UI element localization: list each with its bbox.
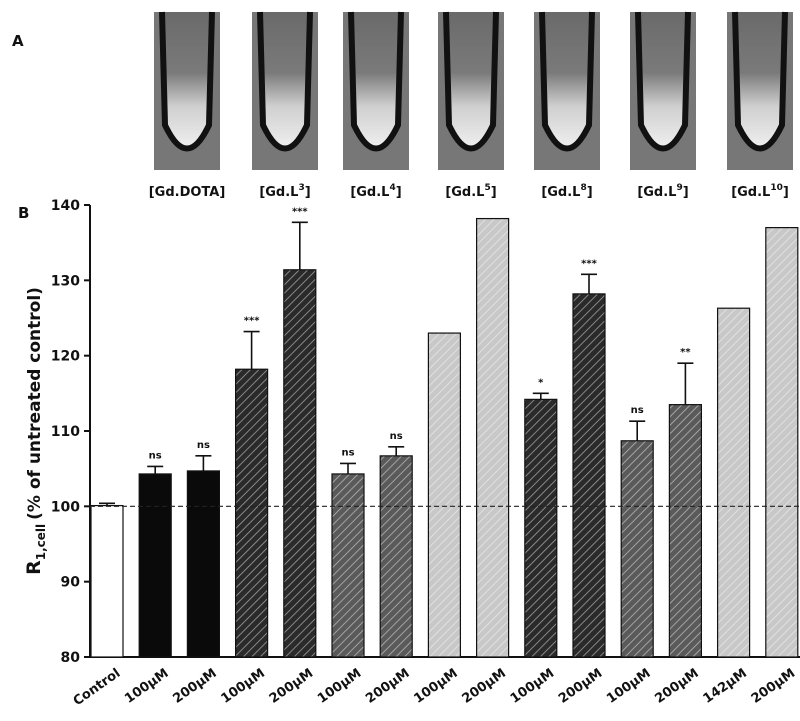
label-main: R [23, 560, 45, 575]
label-prefix: [Gd.L [350, 185, 389, 200]
significance-label: ns [631, 405, 644, 416]
error-bar [533, 393, 549, 399]
error-bar [292, 222, 308, 269]
bar [332, 474, 364, 657]
panel-letter: A [12, 32, 24, 50]
significance-label: *** [581, 258, 597, 269]
label-suffix: ] [396, 185, 402, 200]
x-tick-label: 100µM [219, 666, 268, 707]
x-tick-label: 200µM [652, 666, 701, 707]
bar [766, 228, 798, 657]
tube-label: [Gd.L8] [541, 183, 592, 200]
x-tick-label: 200µM [363, 666, 412, 707]
y-tick-label: 110 [51, 424, 80, 440]
label-prefix: [Gd.DOTA] [149, 185, 226, 200]
bar [477, 219, 509, 657]
x-tick-label: 200µM [460, 666, 509, 707]
error-bar [581, 274, 597, 294]
tube-inner [353, 12, 399, 147]
bar [718, 308, 750, 657]
x-tick-label: 200µM [556, 666, 605, 707]
significance-label: *** [244, 316, 260, 327]
label-prefix: [Gd.L [259, 185, 298, 200]
significance-label: ns [390, 431, 403, 442]
x-tick-label: 200µM [267, 666, 316, 707]
tube-label: [Gd.L3] [259, 183, 310, 200]
bar [187, 471, 219, 657]
label-suffix: ] [587, 185, 593, 200]
y-tick-label: 90 [61, 575, 81, 591]
significance-label: ns [341, 447, 354, 458]
tube-inner [640, 12, 686, 147]
bar [284, 270, 316, 657]
tube-label: [Gd.L10] [731, 183, 789, 200]
y-tick-label: 80 [61, 650, 81, 666]
x-tick-label: 100µM [508, 666, 557, 707]
x-tick-label: 200µM [749, 666, 798, 707]
x-tick-label: 100µM [411, 666, 460, 707]
bar [573, 294, 605, 657]
y-tick-label: 140 [51, 198, 80, 214]
label-suffix: ] [783, 185, 789, 200]
tube-inner [448, 12, 494, 147]
bar [91, 506, 123, 657]
label-prefix: [Gd.L [445, 185, 484, 200]
tube-label: [Gd.L9] [637, 183, 688, 200]
error-bar [340, 463, 356, 474]
error-bar [388, 447, 404, 456]
bar [428, 333, 460, 657]
bar [139, 474, 171, 657]
label-suffix: ] [683, 185, 689, 200]
x-tick-label: 142µM [701, 666, 750, 707]
x-tick-label: 100µM [315, 666, 364, 707]
tube-label: [Gd.L5] [445, 183, 496, 200]
error-bar [677, 363, 693, 404]
y-tick-label: 100 [51, 499, 80, 515]
label-suffix: ] [491, 185, 497, 200]
tube-label: [Gd.DOTA] [149, 185, 226, 200]
tube-inner [262, 12, 308, 147]
label-sup: 10 [770, 183, 783, 193]
y-tick-label: 120 [51, 349, 80, 365]
tube-inner [164, 12, 210, 147]
label-prefix: [Gd.L [637, 185, 676, 200]
x-tick-label: Control [71, 666, 124, 709]
x-tick-label: 100µM [122, 666, 171, 707]
label-sub: 1,cell [34, 524, 48, 560]
significance-label: ** [680, 347, 691, 358]
bar [525, 399, 557, 657]
bar [669, 405, 701, 657]
significance-label: *** [292, 206, 308, 217]
x-tick-label: 200µM [170, 666, 219, 707]
label-rest: (% of untreated control) [25, 287, 45, 520]
error-bar [244, 332, 260, 370]
label-prefix: [Gd.L [731, 185, 770, 200]
panel-letter: B [18, 204, 29, 222]
label-prefix: [Gd.L [541, 185, 580, 200]
error-bar [629, 421, 645, 441]
significance-label: ns [197, 440, 210, 451]
significance-label: * [538, 377, 544, 388]
tube-inner [737, 12, 783, 147]
bar [380, 456, 412, 657]
y-tick-label: 130 [51, 273, 80, 289]
error-bar [195, 456, 211, 471]
y-axis-label: R1,cell (% of untreated control) [23, 287, 48, 575]
tube-label: [Gd.L4] [350, 183, 401, 200]
significance-label: ns [149, 450, 162, 461]
tube-inner [544, 12, 590, 147]
label-suffix: ] [305, 185, 311, 200]
error-bar [147, 466, 163, 474]
figure: A B [Gd.DOTA][Gd.L3][Gd.L4][Gd.L5][Gd.L8… [0, 0, 800, 717]
x-tick-label: 100µM [604, 666, 653, 707]
bar [621, 441, 653, 657]
bar [236, 369, 268, 657]
